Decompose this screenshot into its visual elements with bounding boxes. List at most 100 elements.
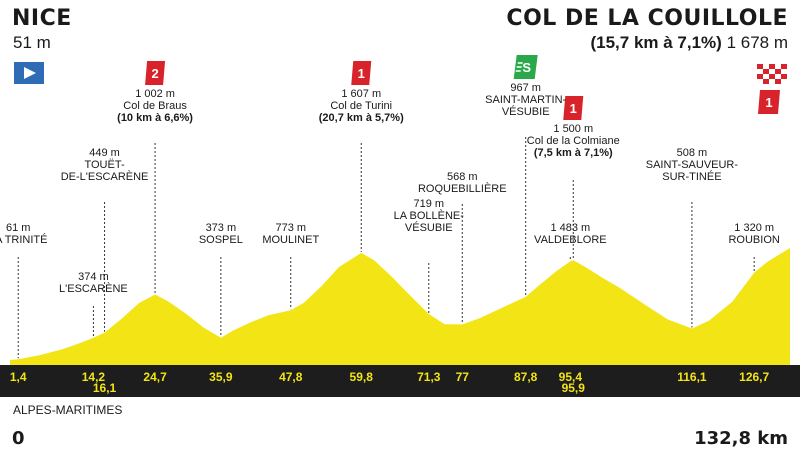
km-tick-1-4: 1,4 — [10, 370, 27, 384]
start-town-title: NICE — [12, 6, 72, 31]
finish-flag-cell — [769, 74, 775, 79]
km-tick-71-3: 71,3 — [417, 370, 441, 384]
finish-flag-cell — [781, 64, 787, 69]
km-tick-95-4: 95,4 — [559, 370, 583, 384]
alt-label-87-8: 967 m — [510, 82, 541, 94]
name-label-16-1: DE-L'ESCARÈNE — [61, 170, 149, 183]
km-tick-87-8: 87,8 — [514, 370, 538, 384]
km-tick-95-9: 95,9 — [562, 381, 586, 395]
climb-category-marker-59-8: 1 — [351, 61, 372, 85]
start-km-label: 0 — [12, 428, 25, 449]
finish-flag-cell — [775, 64, 781, 69]
climb-stats-label-95-9: (7,5 km à 7,1%) — [534, 147, 613, 159]
alt-label-1-4: 61 m — [6, 222, 30, 234]
km-tick-24-7: 24,7 — [143, 370, 167, 384]
finish-flag-cell — [769, 64, 775, 69]
finish-flag-cell — [781, 69, 787, 74]
sprint-letter: S — [522, 60, 531, 75]
alt-label-77: 568 m — [447, 171, 478, 183]
finish-flag-icon — [757, 64, 787, 84]
climb-stats-label-59-8: (20,7 km à 5,7%) — [319, 112, 404, 124]
alt-label-59-8: 1 607 m — [341, 88, 381, 100]
km-tick-59-8: 59,8 — [350, 370, 374, 384]
end-km-label: 132,8 km — [694, 428, 788, 449]
finish-flag-cell — [769, 69, 775, 74]
name-label-95-4: VALDEBLORE — [534, 234, 607, 246]
name-label-126-7: ROUBION — [728, 234, 779, 246]
finish-flag-cell — [781, 74, 787, 79]
name-label-24-7: Col de Braus — [123, 100, 187, 112]
category-number-59-8: 1 — [358, 66, 365, 81]
name-label-35-9: SOSPEL — [199, 234, 243, 246]
alt-label-16-1: 449 m — [89, 147, 120, 159]
finish-subtitle: (15,7 km à 7,1%) 1 678 m — [590, 33, 788, 53]
region-label: ALPES-MARITIMES — [13, 403, 123, 417]
finish-flag-cell — [775, 79, 781, 84]
alt-label-95-4: 1 483 m — [550, 222, 590, 234]
name-label-95-9: Col de la Colmiane — [527, 135, 620, 147]
km-tick-16-1: 16,1 — [93, 381, 117, 395]
name-label-1-4: LA TRINITÉ — [0, 233, 47, 246]
finish-climb-stats: (15,7 km à 7,1%) — [590, 33, 722, 52]
name-label-116-1: SAINT-SAUVEUR- — [646, 159, 739, 171]
name-label-16-1: TOUËT- — [84, 159, 124, 171]
name-label-77: ROQUEBILLIÈRE — [418, 182, 507, 195]
name-label-71-3: LA BOLLÈNE- — [394, 209, 465, 222]
category-badge-shape-95-9 — [563, 96, 584, 120]
km-baseline-band — [0, 365, 800, 397]
km-tick-126-7: 126,7 — [739, 370, 769, 384]
km-tick-116-1: 116,1 — [677, 370, 707, 384]
start-flag-arrow — [24, 67, 36, 79]
alt-label-116-1: 508 m — [677, 147, 708, 159]
sprint-marker-87-8: S — [513, 55, 538, 79]
finish-flag-cell — [763, 74, 769, 79]
name-label-71-3: VÉSUBIE — [405, 221, 453, 234]
name-label-47-8: MOULINET — [262, 234, 319, 246]
finish-flag-cell — [775, 74, 781, 79]
climb-category-marker-24-7: 2 — [145, 61, 166, 85]
alt-label-126-7: 1 320 m — [734, 222, 774, 234]
finish-altitude: 1 678 m — [726, 33, 788, 52]
finish-flag-cell — [757, 69, 763, 74]
start-flag-icon — [14, 62, 44, 84]
finish-flag-cell — [769, 79, 775, 84]
finish-flag-cell — [763, 69, 769, 74]
name-label-87-8: VÉSUBIE — [502, 105, 550, 118]
alt-label-71-3: 719 m — [413, 198, 444, 210]
category-badge-shape-24-7 — [145, 61, 166, 85]
name-label-59-8: Col de Turini — [330, 100, 392, 112]
finish-climb-category-marker: 1 — [758, 90, 780, 114]
km-tick-35-9: 35,9 — [209, 370, 233, 384]
alt-label-95-9: 1 500 m — [553, 123, 593, 135]
category-number-24-7: 2 — [151, 66, 158, 81]
finish-flag-cell — [757, 79, 763, 84]
finish-flag-cell — [757, 64, 763, 69]
climb-stats-label-24-7: (10 km à 6,6%) — [117, 112, 193, 124]
name-label-14-2: L'ESCARÈNE — [59, 282, 128, 295]
climb-category-marker-95-9: 1 — [563, 96, 584, 120]
start-altitude: 51 m — [13, 33, 51, 52]
finish-category-shape — [758, 90, 780, 114]
finish-flag-cell — [775, 69, 781, 74]
alt-label-24-7: 1 002 m — [135, 88, 175, 100]
alt-label-14-2: 374 m — [78, 271, 109, 283]
category-number-95-9: 1 — [570, 101, 577, 116]
profile-area — [10, 248, 790, 365]
finish-category-number: 1 — [765, 95, 772, 110]
name-label-116-1: SUR-TINÉE — [662, 170, 721, 183]
km-tick-47-8: 47,8 — [279, 370, 303, 384]
finish-flag-cell — [763, 64, 769, 69]
km-tick-77: 77 — [456, 370, 470, 384]
km-tick-14-2: 14,2 — [82, 370, 106, 384]
finish-flag-cell — [781, 79, 787, 84]
sprint-badge-shape — [513, 55, 538, 79]
finish-title: COL DE LA COUILLOLE — [506, 6, 788, 31]
alt-label-35-9: 373 m — [206, 222, 237, 234]
finish-flag-cell — [763, 79, 769, 84]
alt-label-47-8: 773 m — [275, 222, 306, 234]
finish-flag-cell — [757, 74, 763, 79]
name-label-87-8: SAINT-MARTIN- — [485, 94, 566, 106]
category-badge-shape-59-8 — [351, 61, 372, 85]
